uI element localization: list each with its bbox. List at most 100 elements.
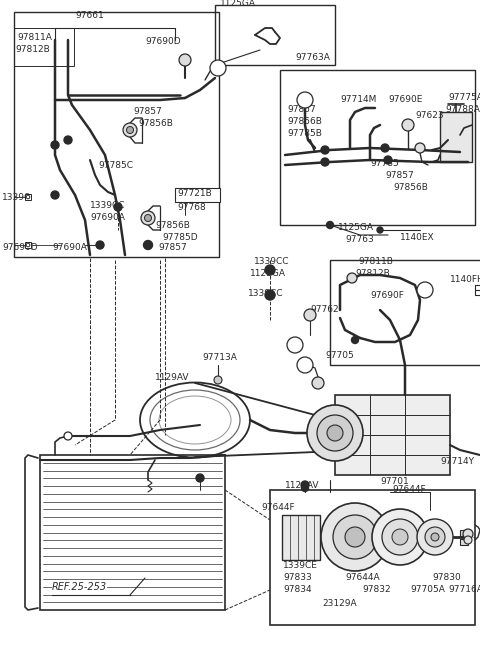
Text: 1129AV: 1129AV bbox=[285, 481, 320, 490]
Circle shape bbox=[26, 195, 30, 199]
Bar bbox=[330, 260, 480, 365]
Text: 97713A: 97713A bbox=[202, 353, 237, 362]
Text: 97856B: 97856B bbox=[155, 220, 190, 229]
Text: 23129A: 23129A bbox=[323, 598, 357, 607]
Text: 97785C: 97785C bbox=[98, 160, 133, 169]
Circle shape bbox=[144, 214, 152, 222]
Text: 97832: 97832 bbox=[362, 585, 391, 594]
Text: 97705A: 97705A bbox=[410, 585, 445, 594]
Bar bbox=[460, 539, 468, 545]
Circle shape bbox=[301, 484, 309, 492]
Text: 97812B: 97812B bbox=[355, 269, 390, 278]
Text: 97830: 97830 bbox=[432, 572, 461, 581]
Circle shape bbox=[333, 515, 377, 559]
Circle shape bbox=[26, 243, 30, 247]
Text: A: A bbox=[215, 63, 221, 72]
Circle shape bbox=[127, 127, 133, 134]
Text: 97705: 97705 bbox=[325, 351, 354, 360]
Circle shape bbox=[377, 227, 383, 233]
Text: A: A bbox=[292, 340, 298, 349]
Circle shape bbox=[144, 240, 153, 249]
Text: 97690D: 97690D bbox=[145, 37, 180, 47]
Text: 97811A: 97811A bbox=[17, 34, 52, 43]
Circle shape bbox=[425, 527, 445, 547]
Circle shape bbox=[417, 519, 453, 555]
Circle shape bbox=[51, 141, 59, 149]
Bar bbox=[25, 194, 31, 200]
Text: 97785: 97785 bbox=[370, 158, 399, 167]
Circle shape bbox=[297, 92, 313, 108]
Bar bbox=[270, 490, 475, 625]
Text: 97811B: 97811B bbox=[358, 258, 393, 267]
Bar bbox=[215, 5, 335, 65]
Circle shape bbox=[351, 337, 359, 344]
Text: 97661: 97661 bbox=[75, 10, 104, 19]
Circle shape bbox=[381, 144, 389, 152]
Text: 97714Y: 97714Y bbox=[440, 457, 474, 466]
Circle shape bbox=[431, 533, 439, 541]
Text: 1125GA: 1125GA bbox=[338, 224, 374, 233]
Text: 1339CE: 1339CE bbox=[283, 561, 318, 570]
Text: 97785D: 97785D bbox=[162, 233, 198, 242]
Bar bbox=[25, 242, 31, 248]
Text: 1339CC: 1339CC bbox=[90, 200, 125, 209]
Circle shape bbox=[327, 425, 343, 441]
Circle shape bbox=[347, 273, 357, 283]
Text: 97763A: 97763A bbox=[295, 54, 330, 63]
Text: 97690A: 97690A bbox=[52, 244, 87, 253]
Circle shape bbox=[345, 527, 365, 547]
Text: 97857: 97857 bbox=[287, 105, 316, 114]
Text: 97775A: 97775A bbox=[448, 92, 480, 101]
Circle shape bbox=[304, 309, 316, 321]
Bar bbox=[460, 530, 468, 536]
Circle shape bbox=[402, 119, 414, 131]
Text: 97856B: 97856B bbox=[393, 183, 428, 191]
Circle shape bbox=[196, 474, 204, 482]
Circle shape bbox=[51, 191, 59, 199]
Circle shape bbox=[417, 282, 433, 298]
Text: 1140FH: 1140FH bbox=[450, 275, 480, 284]
Text: 1140EX: 1140EX bbox=[400, 233, 434, 242]
Circle shape bbox=[297, 357, 313, 373]
Text: 97690E: 97690E bbox=[388, 96, 422, 105]
Circle shape bbox=[321, 158, 329, 166]
Text: 97690F: 97690F bbox=[370, 291, 404, 300]
Text: 97857: 97857 bbox=[385, 171, 414, 180]
Text: 97714M: 97714M bbox=[340, 96, 376, 105]
Circle shape bbox=[321, 503, 389, 571]
Text: 97644F: 97644F bbox=[261, 503, 295, 512]
Text: 13396: 13396 bbox=[2, 193, 31, 202]
Text: 97856B: 97856B bbox=[287, 118, 322, 127]
Bar bbox=[14, 28, 74, 66]
Circle shape bbox=[141, 211, 155, 225]
Text: 97788A: 97788A bbox=[445, 105, 480, 114]
Circle shape bbox=[326, 222, 334, 229]
Text: 97623: 97623 bbox=[415, 110, 444, 120]
Text: 97857: 97857 bbox=[133, 107, 162, 116]
Text: B: B bbox=[302, 96, 308, 105]
Circle shape bbox=[265, 265, 275, 275]
Bar bbox=[282, 515, 320, 560]
Text: 97644A: 97644A bbox=[345, 572, 380, 581]
Circle shape bbox=[312, 377, 324, 389]
Text: 97768: 97768 bbox=[177, 203, 206, 213]
Circle shape bbox=[382, 519, 418, 555]
Circle shape bbox=[317, 415, 353, 451]
Circle shape bbox=[392, 529, 408, 545]
Bar bbox=[175, 188, 220, 202]
Bar bbox=[440, 112, 472, 162]
Circle shape bbox=[265, 290, 275, 300]
Text: 1339CC: 1339CC bbox=[248, 289, 284, 298]
Bar bbox=[14, 12, 219, 257]
Text: 97644F: 97644F bbox=[392, 486, 426, 494]
Text: REF.25-253: REF.25-253 bbox=[52, 582, 107, 592]
Circle shape bbox=[415, 143, 425, 153]
Text: 97701: 97701 bbox=[380, 477, 409, 486]
Circle shape bbox=[464, 536, 472, 544]
Text: 97856B: 97856B bbox=[138, 120, 173, 129]
Circle shape bbox=[372, 509, 428, 565]
Circle shape bbox=[96, 241, 104, 249]
Text: B: B bbox=[422, 286, 428, 295]
Bar bbox=[280, 70, 475, 225]
Circle shape bbox=[301, 481, 309, 489]
